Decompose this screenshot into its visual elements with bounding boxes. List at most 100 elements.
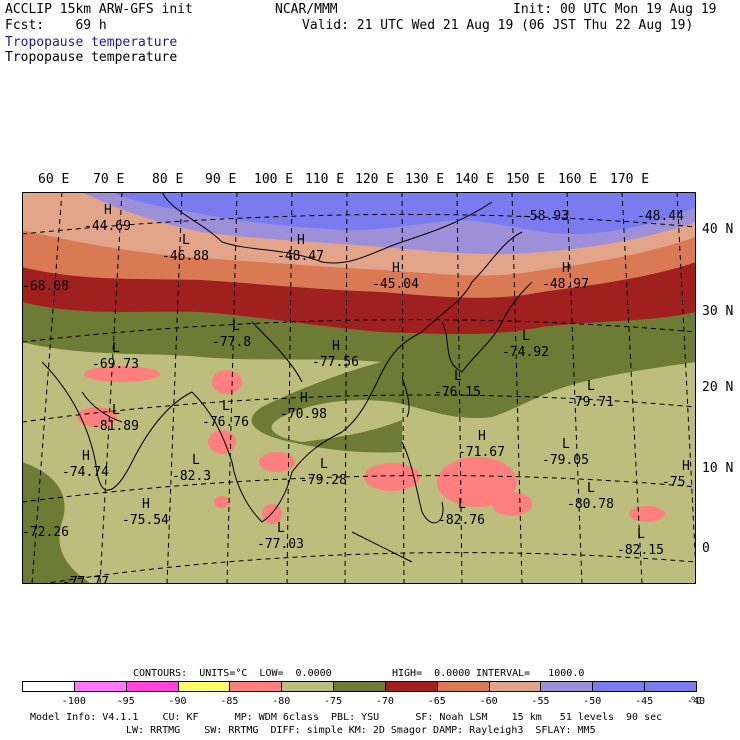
legend-color-box bbox=[229, 681, 283, 692]
extremum-value: -82.3 bbox=[172, 469, 211, 484]
band-minus45-minus40 bbox=[112, 192, 696, 235]
legend-color-box bbox=[540, 681, 594, 692]
high-marker: H bbox=[82, 449, 90, 464]
coastlines bbox=[41, 192, 533, 563]
low-marker: L bbox=[454, 369, 462, 384]
legend-tick-label: -80 bbox=[272, 696, 291, 707]
contour-units: CONTOURS: UNITS=°C LOW= 0.0000 bbox=[133, 668, 332, 679]
init-time: Init: 00 UTC Mon 19 Aug 19 bbox=[513, 2, 717, 17]
extremum-value: -76.15 bbox=[434, 385, 481, 400]
extremum-value: -44.69 bbox=[84, 219, 131, 234]
longitude-label: 110 E bbox=[305, 172, 345, 187]
extremum-value: -75 bbox=[662, 475, 685, 490]
extremum-value: -58.93 bbox=[522, 209, 569, 224]
extremum-value: -81.89 bbox=[92, 419, 139, 434]
high-marker: H bbox=[142, 497, 150, 512]
tropopause-temperature-map: H-44.69L-46.88H-48.47H-45.04-58.93 -48.44… bbox=[22, 192, 696, 584]
legend-color-box bbox=[644, 681, 697, 692]
legend-tick-label: -90 bbox=[168, 696, 187, 707]
longitude-label: 150 E bbox=[506, 172, 546, 187]
legend-tick-label: -40 bbox=[686, 696, 706, 707]
legend-tick-label: -85 bbox=[220, 696, 239, 707]
extremum-value: -77.77 bbox=[62, 575, 109, 584]
low-marker: L bbox=[112, 403, 120, 418]
extremum-value: -68.08 bbox=[22, 279, 69, 294]
legend-tick-label: -45 bbox=[635, 696, 654, 707]
longitude-label: 170 E bbox=[610, 172, 650, 187]
field-title-secondary: Tropopause temperature bbox=[5, 50, 178, 65]
extremum-value: -79.05 bbox=[542, 453, 589, 468]
extremum-value: -77.56 bbox=[312, 355, 359, 370]
longitude-label: 70 E bbox=[93, 172, 125, 187]
low-marker: L bbox=[277, 521, 285, 536]
valid-time: Valid: 21 UTC Wed 21 Aug 19 (06 JST Thu … bbox=[302, 18, 694, 33]
model-info-line1: Model Info: V4.1.1 CU: KF MP: WDM 6class… bbox=[30, 712, 663, 723]
model-title: ACCLIP 15km ARW-GFS init bbox=[5, 2, 193, 17]
legend-unit: °C bbox=[690, 696, 703, 707]
low-marker: L bbox=[232, 319, 240, 334]
low-marker: L bbox=[637, 527, 645, 542]
contour-interval: INTERVAL= 1000.0 bbox=[476, 668, 585, 679]
extrema-labels: H-44.69L-46.88H-48.47H-45.04-58.93 -48.44… bbox=[22, 203, 690, 584]
color-legend bbox=[22, 681, 697, 694]
forecast-hour: Fcst: 69 h bbox=[5, 18, 107, 33]
latitude-label: 0 bbox=[702, 541, 710, 556]
high-marker: H bbox=[562, 261, 570, 276]
extremum-value: -82.15 bbox=[617, 543, 664, 558]
longitude-label: 80 E bbox=[152, 172, 184, 187]
legend-color-box bbox=[488, 681, 542, 692]
legend-tick-label: -50 bbox=[583, 696, 602, 707]
extremum-value: -69.73 bbox=[92, 357, 139, 372]
map-frame bbox=[22, 192, 696, 584]
legend-tick-label: -55 bbox=[531, 696, 550, 707]
extremum-value: -79.28 bbox=[300, 473, 347, 488]
low-marker: L bbox=[458, 497, 466, 512]
legend-color-box bbox=[333, 681, 386, 692]
longitude-label: 90 E bbox=[205, 172, 237, 187]
legend-color-box bbox=[436, 681, 490, 692]
low-marker: L bbox=[587, 481, 595, 496]
legend-tick-label: -100 bbox=[61, 696, 86, 707]
high-marker: H bbox=[300, 391, 308, 406]
high-marker: H bbox=[104, 203, 112, 218]
graticule bbox=[22, 192, 696, 584]
legend-color-box bbox=[177, 681, 231, 692]
extremum-value: -76.76 bbox=[202, 415, 249, 430]
extremum-value: -75.54 bbox=[122, 513, 169, 528]
longitude-label: 120 E bbox=[355, 172, 395, 187]
longitude-label: 100 E bbox=[254, 172, 294, 187]
high-marker: H bbox=[332, 339, 340, 354]
legend-tick-label: -70 bbox=[375, 696, 394, 707]
low-marker: L bbox=[182, 233, 190, 248]
extremum-value: -74.92 bbox=[502, 345, 549, 360]
low-marker: L bbox=[192, 453, 200, 468]
longitude-label: 140 E bbox=[455, 172, 495, 187]
map-panel: H -44.69 L -46.88 H -48.47 H -45.04 -58.93 -48.44… bbox=[22, 192, 696, 584]
low-marker: L bbox=[587, 379, 595, 394]
low-marker: L bbox=[222, 399, 230, 414]
contour-high: HIGH= 0.0000 bbox=[392, 668, 471, 679]
legend-color-box bbox=[281, 681, 335, 692]
legend-tick-label: -60 bbox=[479, 696, 498, 707]
extremum-value: -82.76 bbox=[438, 513, 485, 528]
extremum-value: -48.44 bbox=[637, 209, 684, 224]
band-minus80-minus75 bbox=[77, 366, 665, 524]
extremum-value: -48.97 bbox=[542, 277, 589, 292]
org-label: NCAR/MMM bbox=[275, 2, 338, 17]
extremum-value: -45.04 bbox=[372, 277, 419, 292]
longitude-label: 160 E bbox=[558, 172, 598, 187]
low-marker: L bbox=[562, 437, 570, 452]
high-marker: H bbox=[478, 429, 486, 444]
high-marker: H bbox=[682, 459, 690, 474]
legend-color-box bbox=[22, 681, 75, 692]
legend-color-box bbox=[73, 681, 127, 692]
low-marker: L bbox=[522, 329, 530, 344]
extremum-value: -71.67 bbox=[458, 445, 505, 460]
legend-color-box bbox=[125, 681, 179, 692]
extremum-value: -46.88 bbox=[162, 249, 209, 264]
extremum-value: -77.03 bbox=[257, 537, 304, 552]
legend-tick-label: -65 bbox=[427, 696, 446, 707]
longitude-label: 60 E bbox=[38, 172, 70, 187]
model-info-line2: LW: RRTMG SW: RRTMG DIFF: simple KM: 2D … bbox=[126, 725, 596, 736]
extremum-value: -72.26 bbox=[22, 525, 69, 540]
